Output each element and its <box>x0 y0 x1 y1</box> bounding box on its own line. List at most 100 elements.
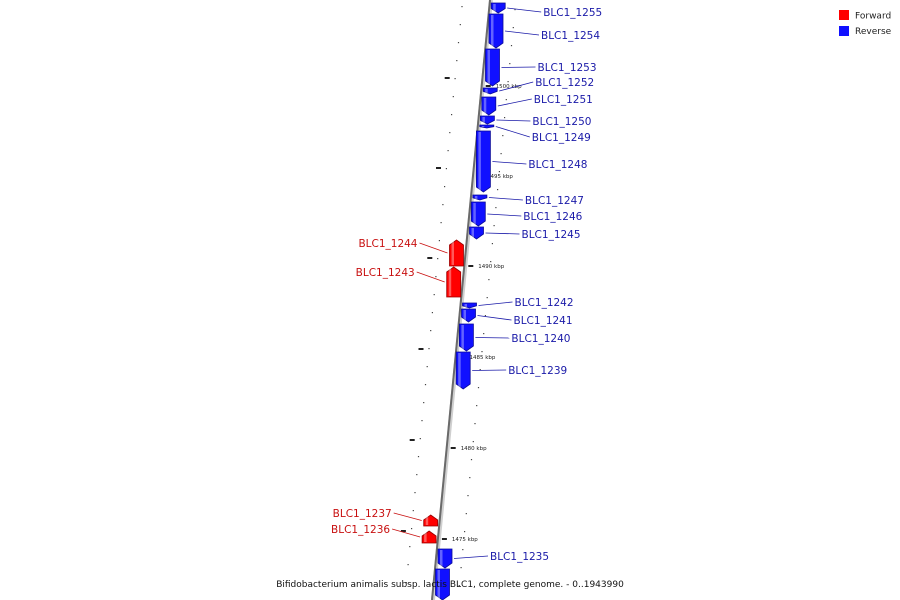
gene-glyph-highlight <box>481 126 485 127</box>
tick-mark <box>469 477 471 479</box>
gene-glyph-blc1-1236[interactable] <box>421 530 437 544</box>
gene-glyph-blc1-1249[interactable] <box>479 124 495 129</box>
gene-label-blc1-1237[interactable]: BLC1_1237 <box>333 508 392 520</box>
gene-label-blc1-1236[interactable]: BLC1_1236 <box>331 524 390 536</box>
gene-glyph-highlight <box>440 550 443 567</box>
gene-glyph-highlight <box>451 241 454 265</box>
gene-glyph-blc1-1244[interactable] <box>449 239 464 267</box>
gene-glyph-blc1-1255[interactable] <box>490 2 506 14</box>
gene-label-blc1-1242[interactable]: BLC1_1242 <box>515 297 574 309</box>
gene-leader-line <box>453 555 489 559</box>
gene-label-blc1-1247[interactable]: BLC1_1247 <box>525 195 584 207</box>
tick-mark <box>504 117 506 119</box>
tick-marks <box>405 6 516 587</box>
tick-mark <box>481 351 483 353</box>
kbp-tick-mark <box>468 265 474 267</box>
gene-glyph-blc1-1246[interactable] <box>470 201 486 227</box>
gene-features: BLC1_1255 BLC1_1254 BLC1_1253 BLC1_1252 BLC1… <box>331 2 602 600</box>
gene-glyph-highlight <box>464 304 467 307</box>
gene-label-blc1-1255[interactable]: BLC1_1255 <box>543 7 602 19</box>
gene-glyph-highlight <box>473 203 476 225</box>
gene-leader-line <box>478 301 513 306</box>
kbp-tick-mark <box>400 530 406 532</box>
tick-mark <box>442 204 444 206</box>
gene-leader-line <box>497 98 532 107</box>
gene-glyph-blc1-1248[interactable] <box>475 130 491 193</box>
gene-label-blc1-1240[interactable]: BLC1_1240 <box>511 333 570 345</box>
gene-label-blc1-1246[interactable]: BLC1_1246 <box>523 211 582 223</box>
gene-leader-line <box>501 66 536 68</box>
gene-label-blc1-1245[interactable]: BLC1_1245 <box>522 229 581 241</box>
gene-leader-line <box>496 119 531 122</box>
gene-label-blc1-1244[interactable]: BLC1_1244 <box>358 238 417 250</box>
gene-label-blc1-1252[interactable]: BLC1_1252 <box>535 77 594 89</box>
tick-mark <box>486 297 488 299</box>
tick-mark <box>456 60 458 62</box>
gene-label-blc1-1251[interactable]: BLC1_1251 <box>534 94 593 106</box>
gene-label-blc1-1249[interactable]: BLC1_1249 <box>532 132 591 144</box>
tick-mark <box>416 474 418 476</box>
kbp-tick-mark <box>450 447 456 449</box>
tick-mark <box>428 348 430 350</box>
tick-mark <box>509 63 511 65</box>
tick-mark <box>431 312 433 314</box>
tick-mark <box>514 9 516 11</box>
tick-mark <box>484 315 486 317</box>
kbp-label: 1490 kbp <box>478 264 504 270</box>
gene-glyph-blc1-1252[interactable] <box>482 87 498 95</box>
tick-mark <box>445 168 447 170</box>
gene-label-blc1-1250[interactable]: BLC1_1250 <box>532 116 591 128</box>
tick-mark <box>423 402 425 404</box>
gene-label-blc1-1239[interactable]: BLC1_1239 <box>508 365 567 377</box>
tick-mark <box>411 528 413 530</box>
gene-label-blc1-1243[interactable]: BLC1_1243 <box>356 267 415 279</box>
gene-glyph-highlight <box>478 132 481 191</box>
kbp-label: 1500 kbp <box>496 84 522 90</box>
gene-glyph-blc1-1243[interactable] <box>446 266 462 298</box>
gene-glyph-blc1-1242[interactable] <box>462 302 477 309</box>
kbp-tick-mark <box>427 257 433 259</box>
tick-mark <box>459 24 461 26</box>
tick-mark <box>447 150 449 152</box>
gene-glyph-blc1-1247[interactable] <box>472 194 488 201</box>
tick-mark <box>437 258 439 260</box>
kbp-tick-mark <box>418 348 424 350</box>
gene-glyph-blc1-1241[interactable] <box>461 308 476 323</box>
gene-glyph-blc1-1235[interactable] <box>437 548 453 569</box>
tick-mark <box>438 240 440 242</box>
kbp-tick-mark <box>436 167 441 169</box>
gene-label-blc1-1254[interactable]: BLC1_1254 <box>541 30 600 42</box>
gene-glyph-blc1-1253[interactable] <box>485 48 500 87</box>
genome-caption: Bifidobacterium animalis subsp. lactis B… <box>276 580 624 590</box>
gene-glyph-blc1-1240[interactable] <box>458 323 474 352</box>
gene-glyph-blc1-1254[interactable] <box>488 13 504 49</box>
tick-mark <box>405 582 407 584</box>
gene-glyph-blc1-1245[interactable] <box>469 226 484 240</box>
tick-mark <box>414 492 416 494</box>
tick-mark <box>500 153 502 155</box>
legend-reverse-swatch <box>839 26 849 36</box>
gene-label-blc1-1253[interactable]: BLC1_1253 <box>538 62 597 74</box>
tick-mark <box>470 459 473 461</box>
tick-mark <box>409 546 411 548</box>
tick-mark <box>490 261 492 263</box>
gene-leader-line <box>419 242 448 254</box>
gene-glyph-blc1-1250[interactable] <box>479 115 495 125</box>
gene-leader-line <box>393 512 422 521</box>
tick-mark <box>507 81 509 83</box>
gene-label-blc1-1241[interactable]: BLC1_1241 <box>514 315 573 327</box>
gene-glyph-partial[interactable] <box>435 568 450 600</box>
gene-glyph-blc1-1237[interactable] <box>423 514 439 527</box>
gene-label-blc1-1248[interactable]: BLC1_1248 <box>528 159 587 171</box>
gene-label-blc1-1235[interactable]: BLC1_1235 <box>490 551 549 563</box>
tick-mark <box>512 27 514 29</box>
tick-mark <box>465 513 467 515</box>
tick-mark <box>444 186 446 188</box>
gene-glyph-highlight <box>424 532 427 542</box>
tick-mark <box>461 6 463 8</box>
tick-mark <box>472 441 474 443</box>
tick-mark <box>476 405 478 407</box>
tick-mark <box>474 423 476 425</box>
gene-glyph-blc1-1251[interactable] <box>481 96 497 116</box>
gene-glyph-blc1-1239[interactable] <box>455 351 471 390</box>
